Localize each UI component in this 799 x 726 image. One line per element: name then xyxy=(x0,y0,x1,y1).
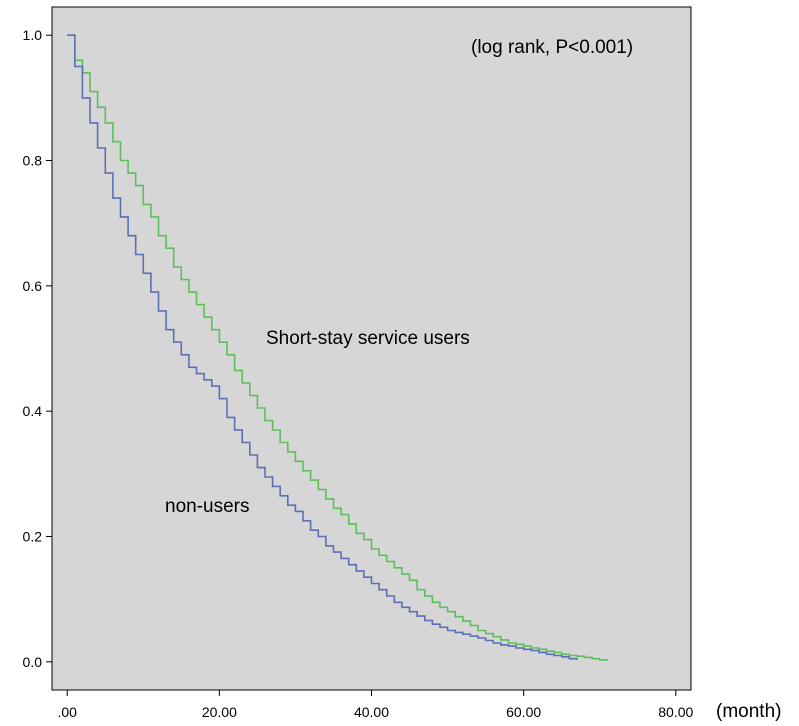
series-layer xyxy=(67,34,609,661)
series-line-1 xyxy=(67,34,578,660)
logrank-annotation: (log rank, P<0.001) xyxy=(471,37,633,58)
y-tick-label: 0.6 xyxy=(23,278,43,294)
y-tick-label: 1.0 xyxy=(23,27,43,43)
series-line-0 xyxy=(67,34,609,661)
x-tick-label: 40.00 xyxy=(354,704,389,720)
y-tick-label: 0.2 xyxy=(23,528,43,544)
short-stay-users-label: Short-stay service users xyxy=(266,328,470,349)
x-axis: .00 20.00 40.00 60.00 80.00 xyxy=(57,690,694,720)
y-tick-label: 0.0 xyxy=(23,654,43,670)
x-tick-label: 20.00 xyxy=(202,704,237,720)
y-axis: 0.0 0.2 0.4 0.6 0.8 1.0 xyxy=(23,27,52,670)
y-tick-label: 0.4 xyxy=(23,403,43,419)
non-users-label: non-users xyxy=(165,496,250,517)
x-tick-label: 80.00 xyxy=(658,704,693,720)
x-tick-label: 60.00 xyxy=(506,704,541,720)
x-tick-label: .00 xyxy=(57,704,77,720)
y-tick-label: 0.8 xyxy=(23,153,43,169)
plot-area xyxy=(51,6,692,691)
x-axis-label: (month) xyxy=(716,701,781,722)
